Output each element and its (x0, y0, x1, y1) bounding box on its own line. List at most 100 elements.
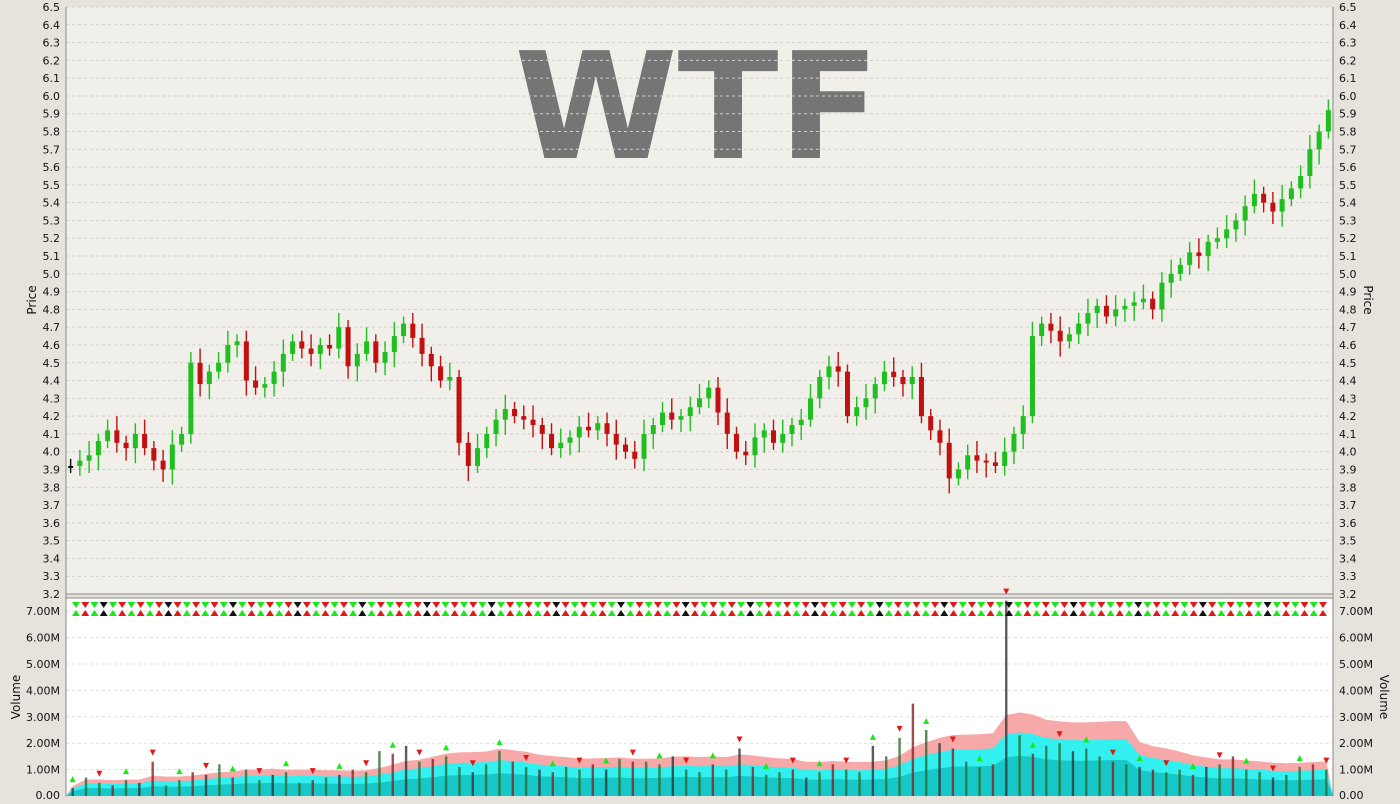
volume-bar (1325, 769, 1328, 796)
volume-signal-arrow (923, 718, 930, 724)
price-bar (660, 401, 666, 433)
price-bar (623, 437, 629, 459)
price-bar (641, 419, 647, 472)
signal-marker (967, 602, 976, 616)
signal-marker (681, 602, 690, 616)
volume-signal-arrow (949, 736, 956, 743)
volume-bar (284, 772, 288, 796)
price-bar (549, 423, 555, 456)
signal-marker (238, 602, 247, 616)
signal-marker (173, 602, 182, 616)
volume-signal-arrow (656, 752, 663, 759)
signal-marker (764, 602, 773, 616)
signal-marker (626, 602, 635, 616)
signal-marker (838, 602, 847, 616)
price-bar (456, 369, 462, 456)
signal-marker (506, 602, 515, 616)
price-tick-label: 6.2 (1339, 54, 1357, 67)
volume-tick-label: 7.00M (1339, 605, 1373, 618)
volume-bar (1151, 769, 1155, 796)
signal-marker (672, 602, 681, 616)
price-bar (1076, 312, 1082, 345)
price-tick-label: 5.1 (43, 250, 61, 263)
volume-signal-arrow (1029, 741, 1036, 748)
volume-signal-arrow (816, 760, 823, 767)
price-tick-label: 3.9 (43, 463, 61, 476)
volume-tick-label: 3.00M (26, 711, 60, 724)
price-tick-label: 5.4 (43, 197, 61, 210)
volume-tick-label: 5.00M (26, 658, 60, 671)
price-tick-label: 3.7 (43, 499, 61, 512)
price-bar (271, 360, 277, 397)
signal-marker (810, 602, 819, 616)
signal-marker (1226, 602, 1235, 616)
volume-bar (71, 788, 74, 796)
price-bar (1085, 298, 1091, 337)
signal-marker (570, 602, 579, 616)
volume-bar (1285, 774, 1288, 796)
signal-marker (875, 602, 884, 616)
price-tick-label: 5.7 (43, 143, 61, 156)
volume-tick-label: 3.00M (1339, 711, 1373, 724)
signal-marker (1208, 602, 1217, 616)
price-panel[interactable] (66, 7, 1333, 594)
volume-signal-arrow (149, 749, 156, 756)
signal-marker (653, 602, 662, 616)
price-bar (826, 355, 832, 390)
volume-bar (1071, 751, 1075, 796)
volume-bar (818, 772, 821, 796)
price-tick-label: 6.2 (43, 54, 61, 67)
volume-bar (98, 782, 101, 796)
signal-marker (543, 602, 552, 616)
volume-bar (498, 751, 501, 796)
price-bar (1039, 316, 1045, 346)
price-bar (928, 409, 934, 441)
price-grid (66, 6, 1333, 595)
price-bar (835, 352, 841, 387)
price-bar (512, 401, 518, 424)
signal-marker (1189, 602, 1198, 616)
signal-marker (921, 602, 930, 616)
price-bar (955, 462, 961, 486)
signal-marker (136, 602, 145, 616)
price-bar (1205, 234, 1211, 272)
signal-marker (709, 602, 718, 616)
price-tick-label: 4.6 (1339, 339, 1357, 352)
signal-marker (718, 602, 727, 616)
volume-bar (738, 748, 741, 796)
volume-bar (311, 780, 314, 796)
signal-marker (487, 602, 496, 616)
signal-marker (127, 602, 136, 616)
volume-bar (124, 780, 128, 796)
price-bar (1002, 437, 1008, 476)
price-bar (1011, 426, 1017, 465)
signal-marker (284, 602, 293, 616)
price-bar (946, 428, 952, 494)
signal-marker (99, 602, 108, 616)
signal-marker (293, 602, 302, 616)
price-bar (327, 334, 333, 356)
volume-bar (218, 764, 221, 796)
volume-signal-arrow (869, 733, 876, 740)
volume-bar (938, 743, 941, 796)
volume-bar (951, 748, 955, 796)
signal-marker (72, 602, 80, 616)
signal-marker (774, 602, 783, 616)
signal-marker (958, 602, 967, 616)
volume-bar (965, 761, 968, 796)
price-bar (872, 376, 878, 414)
signal-marker (145, 602, 154, 616)
price-bar (401, 316, 407, 344)
volume-signal-arrow (1109, 749, 1116, 756)
signal-marker (903, 602, 912, 616)
price-tick-label: 3.2 (1339, 588, 1357, 601)
volume-signal-arrow (1003, 588, 1010, 595)
price-bar (484, 426, 490, 458)
volume-bar (204, 774, 208, 796)
price-tick-label: 5.2 (43, 232, 61, 245)
volume-bar (404, 745, 408, 796)
price-bar (475, 433, 481, 474)
volume-bar (444, 756, 448, 796)
volume-tick-label: 4.00M (26, 684, 60, 697)
volume-bar (591, 764, 595, 796)
